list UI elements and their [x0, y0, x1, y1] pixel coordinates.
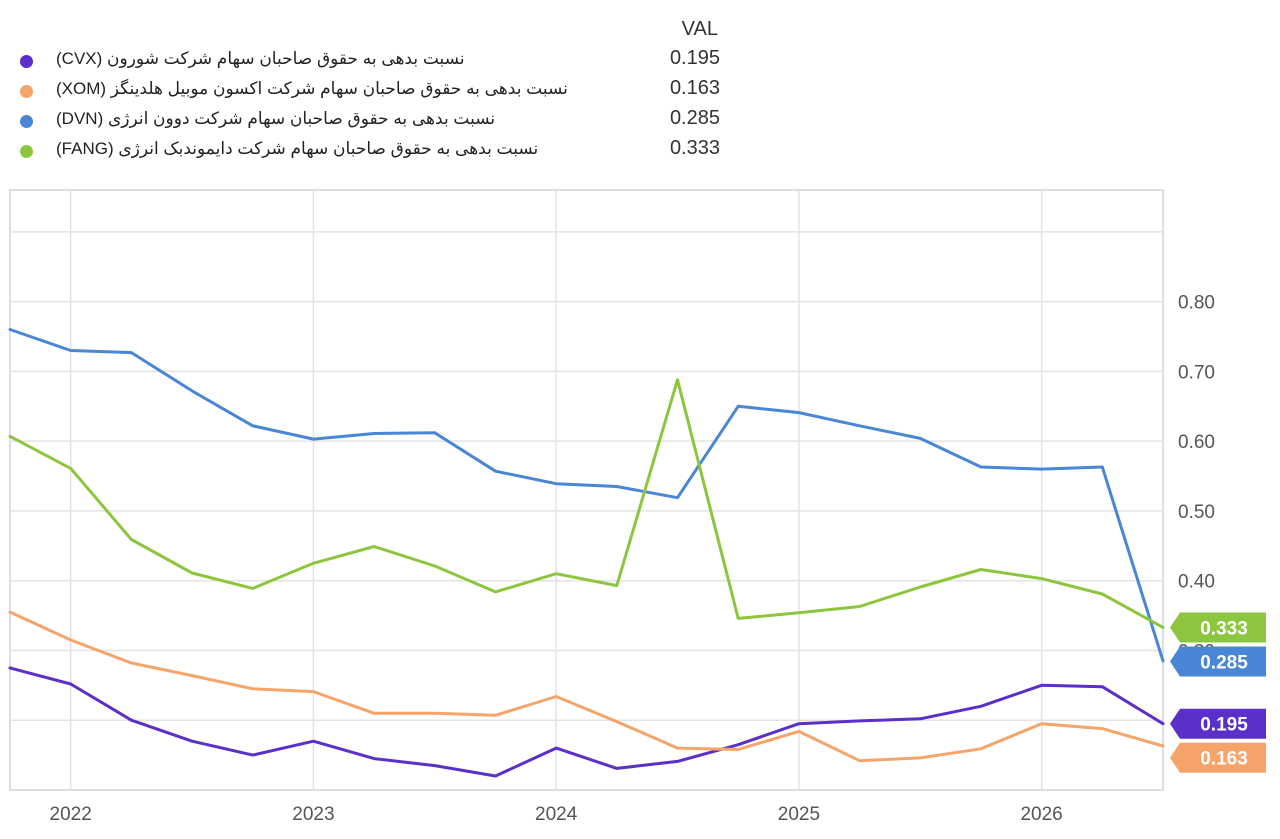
legend-value-header: VAL: [681, 18, 718, 40]
legend-item-fang[interactable]: نسبت بدهی به حقوق صاحبان سهام شرکت دایمو…: [20, 136, 720, 166]
last-value-badge-fang: [1170, 612, 1266, 643]
legend-item-label: نسبت بدهی به حقوق صاحبان سهام شرکت دایمو…: [56, 139, 539, 158]
last-value-badges: 0.333 0.285 0.195 0.163: [1170, 612, 1266, 773]
last-value-label: 0.163: [1200, 749, 1248, 770]
series-line-cvx: [8, 666, 1165, 778]
y-tick-label: 0.60: [1178, 432, 1215, 453]
y-tick-label: 0.70: [1178, 362, 1215, 383]
legend-item-dvn[interactable]: نسبت بدهی به حقوق صاحبان سهام شرکت دوون …: [20, 106, 720, 136]
legend-item-cvx[interactable]: نسبت بدهی به حقوق صاحبان سهام شرکت شورون…: [20, 46, 720, 76]
last-value-label: 0.333: [1200, 618, 1248, 639]
y-tick-label: 0.40: [1178, 572, 1215, 593]
last-value-badge-dvn: [1170, 646, 1266, 677]
chart-series: [8, 328, 1165, 778]
legend-dot-icon: [20, 55, 33, 68]
series-line-fang: [8, 378, 1165, 629]
legend-item-label: نسبت بدهی به حقوق صاحبان سهام شرکت شورون…: [56, 49, 465, 68]
legend-item-label: نسبت بدهی به حقوق صاحبان سهام شرکت اکسون…: [56, 79, 568, 98]
last-value-label: 0.195: [1200, 715, 1248, 736]
chart-grid: [9, 189, 1164, 791]
chart-legend: VAL نسبت بدهی به حقوق صاحبان سهام شرکت ش…: [0, 0, 740, 175]
legend-item-value: 0.195: [669, 47, 720, 69]
legend-item-value: 0.163: [669, 77, 720, 99]
y-tick-label: 0.80: [1178, 293, 1215, 314]
x-tick-label: 2023: [292, 804, 334, 825]
x-tick-label: 2026: [1020, 804, 1062, 825]
legend-dot-icon: [20, 85, 33, 98]
y-tick-label: 0.50: [1178, 502, 1215, 523]
legend-item-label: نسبت بدهی به حقوق صاحبان سهام شرکت دوون …: [56, 109, 496, 128]
legend-item-xom[interactable]: نسبت بدهی به حقوق صاحبان سهام شرکت اکسون…: [20, 76, 720, 106]
series-line-dvn: [8, 328, 1165, 663]
last-value-label: 0.285: [1200, 652, 1248, 673]
x-tick-label: 2025: [778, 804, 820, 825]
legend-item-value: 0.333: [669, 137, 720, 159]
legend-dot-icon: [20, 145, 33, 158]
legend-dot-icon: [20, 115, 33, 128]
x-tick-label: 2024: [535, 804, 578, 825]
series-line-xom: [8, 610, 1165, 763]
x-axis: 2022 2023 2024 2025 2026: [50, 804, 1063, 825]
legend-item-value: 0.285: [669, 107, 720, 129]
last-value-badge-cvx: [1170, 708, 1266, 739]
x-tick-label: 2022: [50, 804, 92, 825]
plot-frame: [9, 189, 1164, 791]
last-value-badge-xom: [1170, 742, 1266, 773]
